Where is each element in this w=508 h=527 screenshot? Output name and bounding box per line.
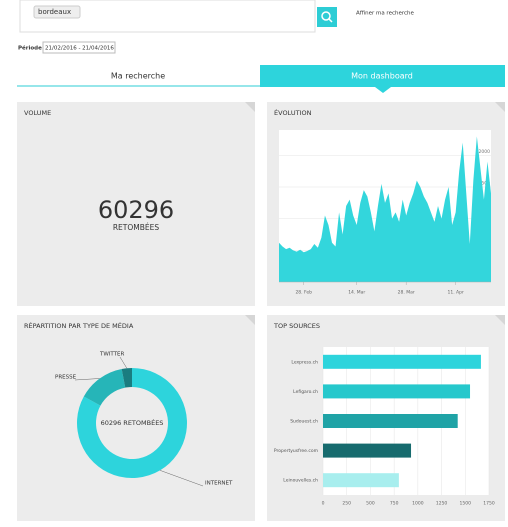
leader-line <box>159 470 204 487</box>
y-tick-label: Lefigaro.ch <box>293 389 318 395</box>
donut-slice <box>76 368 187 478</box>
y-tick-label: Lexpress.ch <box>291 359 318 365</box>
y-tick-label: Leinouvelles.ch <box>283 478 318 484</box>
tab-label: Mon dashboard <box>351 72 413 81</box>
leader-line <box>74 378 100 381</box>
y-tick-label: Propertyusfree.com <box>274 448 318 454</box>
x-tick-label: 28. Mar <box>398 290 415 296</box>
search-tag[interactable] <box>33 5 81 19</box>
x-tick-label: 1500 <box>460 501 472 507</box>
period-label: Période : <box>18 45 46 52</box>
period-input[interactable] <box>42 41 116 54</box>
bar <box>323 354 481 369</box>
panel-corner <box>495 102 505 112</box>
x-tick-label: 750 <box>390 501 399 507</box>
volume-value: 60296 <box>98 196 174 224</box>
x-tick-label: 1000 <box>412 501 424 507</box>
period-value: 21/02/2016 - 21/04/2016 <box>45 46 114 52</box>
donut-slice <box>121 368 132 388</box>
panel <box>17 102 255 306</box>
leader-line <box>119 356 128 369</box>
x-tick-label: 11. Apr <box>447 290 464 296</box>
x-tick-label: 500 <box>366 501 375 507</box>
slice-label: INTERNET <box>205 481 233 487</box>
panel-title: ÉVOLUTION <box>274 108 312 117</box>
x-tick-label: 0 <box>322 501 325 507</box>
y-tick-label: Sudouest.ch <box>290 419 318 425</box>
panel <box>17 315 255 521</box>
panel-title: TOP SOURCES <box>273 322 320 330</box>
donut-slice <box>83 368 126 406</box>
panel-corner <box>245 315 255 325</box>
panel-corner <box>495 315 505 325</box>
search-icon <box>321 11 331 21</box>
search-button[interactable] <box>317 7 337 27</box>
bar <box>323 414 458 428</box>
volume-unit: RETOMBÉES <box>113 223 160 232</box>
panel-title: VOLUME <box>24 109 51 117</box>
tab-label: Ma recherche <box>111 72 165 81</box>
tab-active[interactable] <box>260 65 505 87</box>
refine-link[interactable]: Affiner ma recherche <box>356 11 415 17</box>
tab-arrow <box>375 87 391 93</box>
x-tick-label: 14. Mar <box>348 290 365 296</box>
y-tick-label: 2000 <box>479 149 491 155</box>
bar <box>323 443 412 458</box>
slice-label: TWITTER <box>99 352 125 358</box>
area <box>279 136 491 282</box>
panel-title: RÉPARTITION PAR TYPE DE MÉDIA <box>24 321 134 330</box>
bar <box>323 473 399 488</box>
x-tick-label: 28. Feb <box>295 290 312 296</box>
bar <box>323 384 471 399</box>
x-tick-label: 1250 <box>436 501 448 507</box>
donut-center: 60296 RETOMBÉES <box>101 418 164 427</box>
panel-corner <box>245 102 255 112</box>
search-icon <box>328 18 333 23</box>
tab[interactable] <box>17 65 260 87</box>
search-tag-text: bordeaux <box>38 8 71 16</box>
y-tick-label: 1500 <box>479 181 491 187</box>
slice-label: PRESSE <box>55 375 77 381</box>
x-tick-label: 1750 <box>483 501 495 507</box>
x-tick-label: 250 <box>342 501 351 507</box>
